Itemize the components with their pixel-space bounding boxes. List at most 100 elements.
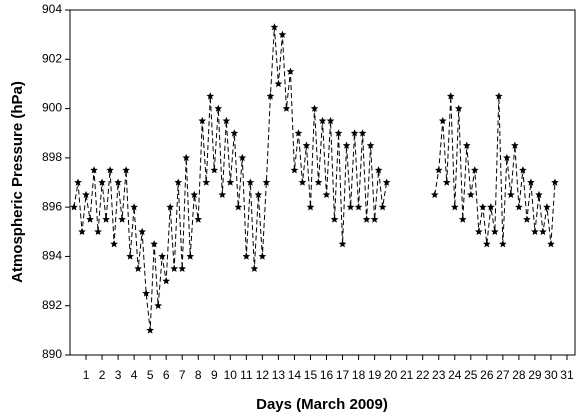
y-tick-label: 894 — [42, 249, 62, 263]
point-marker — [166, 203, 174, 211]
y-tick-label: 898 — [42, 150, 62, 164]
point-marker — [114, 178, 122, 186]
x-tick-label: 24 — [448, 368, 462, 382]
point-marker — [366, 141, 375, 149]
point-marker — [82, 190, 90, 199]
point-marker — [146, 326, 154, 334]
point-marker — [286, 67, 295, 75]
y-axis-title: Atmospheric Pressure (hPa) — [9, 81, 26, 283]
point-marker — [98, 178, 106, 186]
series-line — [73, 27, 556, 331]
point-marker — [487, 203, 495, 211]
point-marker — [126, 252, 134, 260]
x-tick-label: 31 — [560, 368, 574, 382]
x-tick-label: 23 — [432, 368, 446, 382]
point-marker — [90, 166, 98, 174]
x-tick-label: 18 — [352, 368, 366, 382]
x-tick-label: 15 — [304, 368, 318, 382]
x-tick-label: 13 — [272, 368, 286, 382]
x-tick-label: 6 — [163, 368, 170, 382]
point-marker — [382, 178, 391, 186]
x-tick-label: 30 — [544, 368, 558, 382]
x-tick-label: 20 — [384, 368, 398, 382]
point-marker — [226, 178, 235, 186]
point-marker — [298, 178, 307, 186]
point-marker — [342, 141, 351, 149]
point-marker — [150, 240, 158, 248]
point-marker — [162, 277, 170, 285]
point-marker — [270, 23, 279, 31]
point-marker — [499, 240, 507, 248]
point-marker — [551, 178, 559, 186]
point-marker — [450, 203, 459, 211]
point-marker — [354, 203, 363, 211]
point-marker — [246, 178, 255, 186]
x-tick-label: 7 — [179, 368, 186, 382]
point-marker — [547, 240, 555, 248]
x-tick-label: 19 — [368, 368, 382, 382]
point-marker — [527, 178, 535, 186]
point-marker — [222, 116, 231, 125]
point-marker — [378, 203, 387, 211]
point-marker — [234, 203, 243, 211]
point-marker — [194, 215, 203, 223]
point-marker — [238, 153, 247, 162]
point-marker — [182, 153, 191, 162]
point-marker — [170, 264, 179, 272]
point-marker — [458, 215, 467, 223]
point-marker — [210, 166, 219, 174]
point-marker — [302, 141, 311, 149]
point-marker — [454, 104, 463, 112]
point-marker — [106, 166, 114, 174]
x-tick-label: 5 — [147, 368, 154, 382]
x-tick-label: 29 — [528, 368, 542, 382]
point-marker — [523, 215, 531, 223]
point-marker — [438, 116, 447, 125]
point-marker — [118, 215, 126, 223]
x-tick-label: 26 — [480, 368, 494, 382]
y-tick-label: 896 — [42, 199, 62, 213]
point-marker — [535, 190, 543, 199]
x-tick-label: 22 — [416, 368, 430, 382]
x-tick-label: 12 — [256, 368, 270, 382]
point-marker — [310, 104, 319, 112]
point-marker — [507, 190, 515, 199]
point-marker — [130, 203, 138, 211]
x-tick-label: 17 — [336, 368, 350, 382]
point-marker — [374, 166, 383, 174]
point-marker — [122, 166, 130, 174]
x-tick-label: 9 — [211, 368, 218, 382]
x-tick-label: 27 — [496, 368, 510, 382]
point-marker — [70, 203, 78, 211]
y-tick-label: 890 — [42, 347, 62, 361]
point-marker — [94, 227, 102, 236]
point-marker — [330, 215, 339, 223]
point-marker — [110, 240, 118, 248]
point-marker — [442, 178, 451, 186]
point-marker — [190, 190, 199, 199]
point-marker — [254, 190, 263, 199]
point-marker — [250, 264, 259, 272]
x-tick-label: 8 — [195, 368, 202, 382]
point-marker — [158, 252, 166, 260]
point-marker — [290, 166, 299, 174]
point-marker — [214, 104, 223, 112]
y-tick-label: 900 — [42, 101, 62, 115]
point-marker — [174, 178, 183, 186]
x-tick-label: 28 — [512, 368, 526, 382]
point-marker — [338, 240, 347, 248]
point-marker — [242, 252, 251, 260]
plot-frame — [69, 9, 576, 356]
point-marker — [206, 92, 215, 100]
point-marker — [154, 301, 162, 309]
point-marker — [326, 116, 335, 125]
point-marker — [134, 264, 142, 272]
point-marker — [178, 264, 187, 272]
x-tick-label: 4 — [131, 368, 138, 382]
x-tick-label: 11 — [240, 368, 253, 382]
point-marker — [282, 104, 291, 112]
point-marker — [466, 190, 475, 199]
point-marker — [515, 203, 523, 211]
point-marker — [430, 190, 439, 199]
